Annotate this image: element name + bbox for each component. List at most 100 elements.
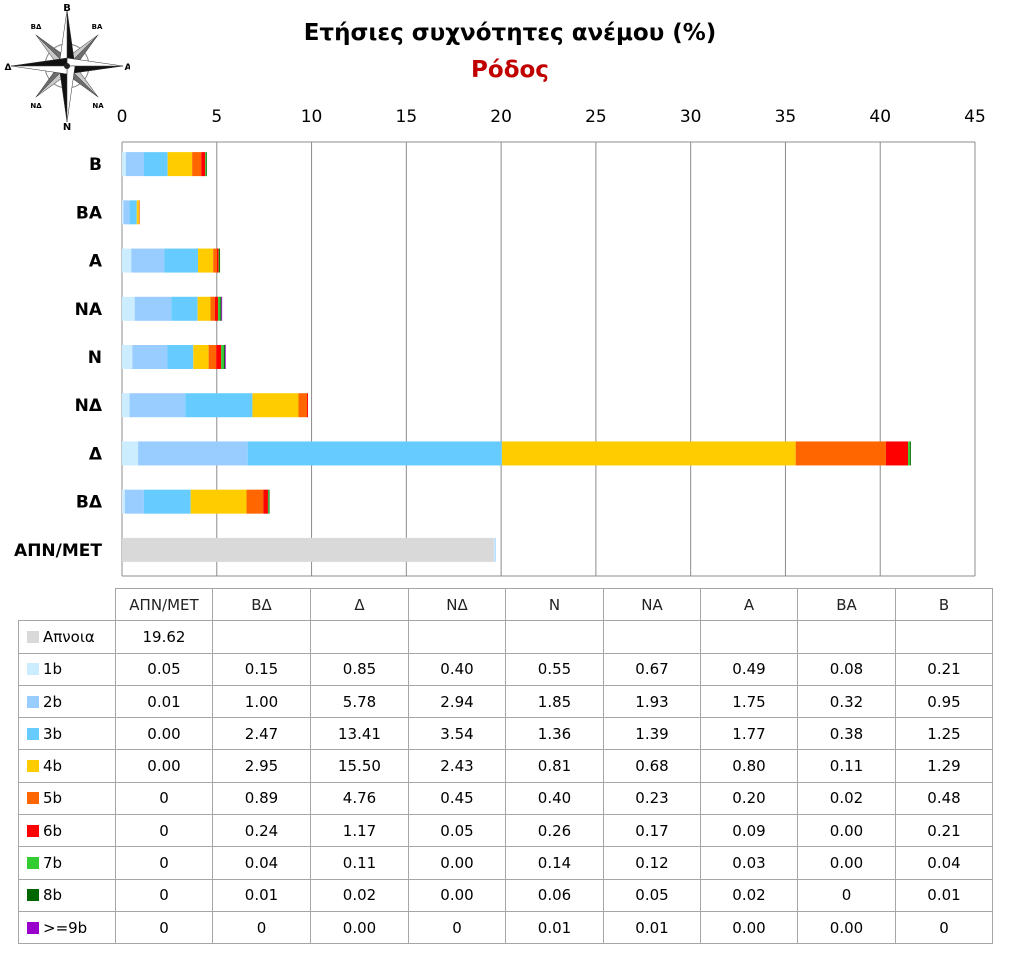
table-cell: 3.54: [408, 717, 506, 751]
bar-segment: [501, 441, 796, 466]
legend-key-swatch: [27, 630, 39, 643]
table-cell: 0.68: [603, 749, 701, 783]
table-cell: 2.94: [408, 684, 506, 719]
bar-segment: [122, 441, 139, 466]
table-cell: 0.67: [603, 652, 701, 686]
legend-key-swatch: [27, 727, 39, 740]
bar-segment: [267, 489, 269, 514]
table-cell: 1.25: [895, 717, 993, 751]
bar-segment: [219, 248, 221, 273]
legend-series-name: 8b: [43, 886, 63, 905]
x-tick-label: 35: [775, 107, 797, 127]
bar-segment: [193, 345, 209, 369]
bar-segment: [218, 296, 221, 321]
bar-segment: [221, 345, 224, 369]
compass-label: ΒΑ: [92, 23, 103, 31]
table-cell: [310, 620, 409, 654]
table-cell: 0.01: [212, 878, 311, 912]
table-column-header: Β: [895, 587, 993, 622]
bar-segment: [122, 489, 125, 514]
table-cell: 0.02: [797, 781, 896, 816]
table-cell: 0.20: [700, 781, 798, 816]
compass-label: Δ: [5, 63, 12, 73]
legend-row-label: 7b: [18, 846, 116, 880]
table-cell: 13.41: [310, 717, 409, 751]
bar-segment: [122, 393, 130, 418]
legend-series-name: 4b: [43, 757, 63, 776]
bar-segment: [210, 296, 215, 321]
chart-title: Ετήσιες συχνότητες ανέμου (%): [303, 20, 717, 46]
compass-rose-icon: Β ΒΑ Α ΝΑ Ν ΝΔ Δ ΒΔ: [5, 3, 130, 130]
table-cell: 0.02: [700, 878, 798, 912]
bar-segment: [298, 393, 308, 418]
table-cell: 0.49: [700, 652, 798, 686]
table-cell: 0.24: [212, 814, 311, 848]
wind-frequency-chart: 0 5 10 15 20 25 30 35 40 45 Β ΒΑ Α ΝΑ Ν ΝΔ Δ ΒΔ ΑΠΝ/ΜΕΤ: [14, 107, 986, 577]
bar-segment: [494, 537, 496, 562]
legend-series-name: 1b: [43, 660, 63, 679]
y-category-labels: Β ΒΑ Α ΝΑ Ν ΝΔ Δ ΒΔ ΑΠΝ/ΜΕΤ: [14, 155, 103, 561]
chart-subtitle: Ρόδος: [471, 57, 549, 83]
bar-segment: [221, 296, 223, 321]
table-cell: 0.03: [700, 846, 798, 880]
bar-segment: [216, 248, 219, 273]
legend-series-name: 5b: [43, 789, 63, 808]
table-column-header: ΑΠΝ/ΜΕΤ: [115, 587, 213, 622]
bar-segment: [129, 200, 137, 225]
table-cell: 0: [408, 910, 506, 945]
y-category-label: ΒΑ: [76, 203, 103, 223]
bar-segment: [224, 345, 226, 369]
bar-segment: [201, 152, 206, 177]
x-tick-label: 5: [211, 107, 222, 127]
bar-segment: [198, 248, 214, 273]
y-category-label: ΒΔ: [76, 493, 103, 513]
table-column-header: Ν: [505, 587, 604, 622]
table-cell: 0.01: [895, 878, 993, 912]
table-row: 5b 0 0.89 4.76 0.45 0.40 0.23 0.20 0.02 0.48: [18, 781, 993, 816]
legend-series-name: 3b: [43, 724, 63, 743]
table-cell: 0.00: [797, 814, 896, 848]
legend-key-swatch: [27, 695, 39, 708]
bar-segment: [205, 152, 207, 177]
bar-segment: [263, 489, 268, 514]
table-row: 2b 0.01 1.00 5.78 2.94 1.85 1.93 1.75 0.32 0.95: [18, 684, 993, 719]
legend-series-name: >=9b: [43, 918, 88, 937]
table-cell: 0.00: [115, 749, 213, 783]
table-cell: 1.17: [310, 814, 409, 848]
table-cell: 2.47: [212, 717, 311, 751]
compass-label: ΒΔ: [31, 23, 42, 31]
table-cell: [603, 620, 701, 654]
table-cell: 0: [115, 814, 213, 848]
x-tick-label: 45: [964, 107, 986, 127]
table-cell: 0.00: [797, 846, 896, 880]
bar-segment: [216, 345, 222, 369]
table-cell: 1.93: [603, 684, 701, 719]
bar-segment: [268, 489, 270, 514]
legend-row-label: 2b: [18, 684, 116, 719]
table-cell: 0.00: [408, 846, 506, 880]
bar-segment: [122, 248, 132, 273]
x-tick-label: 15: [396, 107, 418, 127]
table-cell: 0.15: [212, 652, 311, 686]
table-cell: 1.29: [895, 749, 993, 783]
bar-segment: [143, 489, 191, 514]
bar-segment: [795, 441, 886, 466]
legend-key-swatch: [27, 824, 39, 837]
bar-segment: [214, 296, 219, 321]
table-cell: 5.78: [310, 684, 409, 719]
table-cell: [212, 620, 311, 654]
legend-row-label: 3b: [18, 717, 116, 751]
compass-label: Β: [63, 3, 71, 14]
table-cell: 0.01: [603, 910, 701, 945]
y-category-label: Ν: [88, 348, 102, 368]
table-cell: 0: [212, 910, 311, 945]
bar-segment: [220, 296, 222, 321]
table-cell: 1.85: [505, 684, 604, 719]
table-cell: 4.76: [310, 781, 409, 816]
table-cell: 0.23: [603, 781, 701, 816]
bar-segment: [134, 296, 172, 321]
table-cell: 0.05: [115, 652, 213, 686]
bar-segment: [167, 152, 193, 177]
table-cell: 0.17: [603, 814, 701, 848]
bar-segment: [218, 248, 220, 273]
